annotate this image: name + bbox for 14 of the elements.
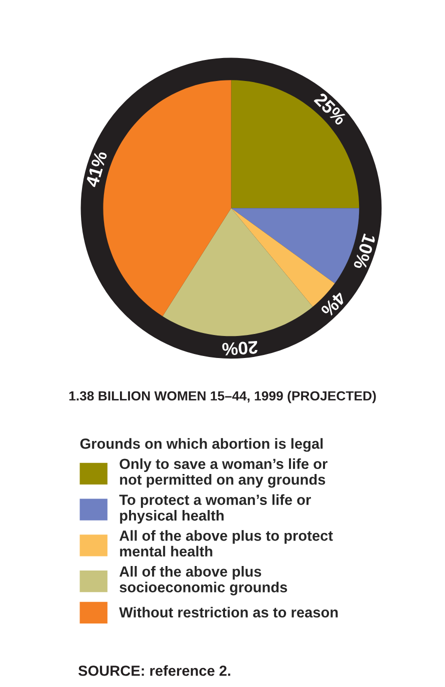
data-label: 20% — [222, 340, 258, 356]
pie-slice — [231, 80, 360, 208]
data-label: 41% — [85, 150, 108, 188]
text: 1.38 BILLION WOMEN 15–44, 1999 (PROJECTED) — [69, 390, 376, 404]
data-label: 4% — [320, 290, 347, 318]
legend-title: Grounds on which abortion is legal — [80, 438, 323, 452]
legend-label: All of the above plus to protect mental health — [119, 530, 333, 557]
data-label: 10% — [353, 233, 376, 270]
legend-label: Without restriction as to reason — [119, 606, 338, 618]
source-note: SOURCE: reference 2. — [78, 665, 230, 676]
legend-label: Only to save a woman’s life or not permitted on any grounds — [120, 458, 328, 488]
pie-slice — [162, 208, 313, 336]
legend-label: To protect a woman’s life or physical health — [119, 494, 311, 524]
legend-label: All of the above plus socioeconomic grounds — [119, 566, 288, 596]
